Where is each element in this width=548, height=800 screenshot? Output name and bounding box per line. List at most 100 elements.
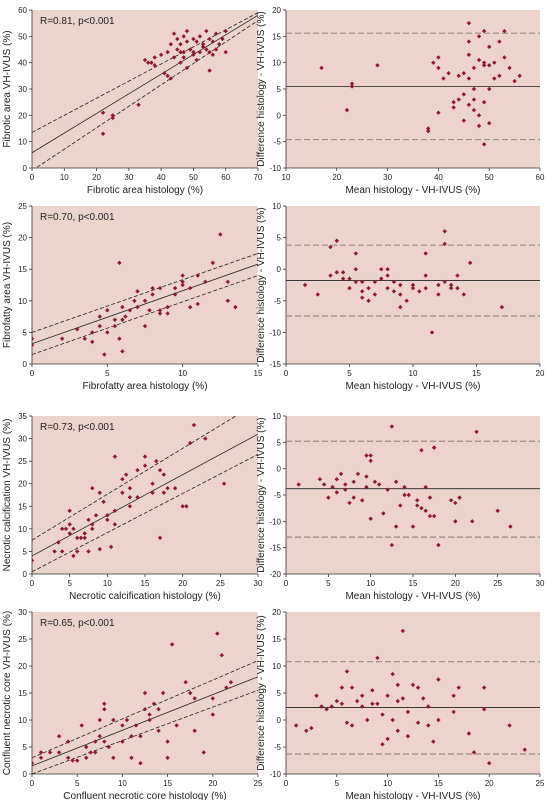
data-point [59, 336, 65, 341]
y-axis-label: Difference histology - VH-IVUS (%) [256, 207, 267, 362]
data-point [385, 736, 390, 742]
regression-line [32, 14, 258, 154]
data-point [120, 490, 125, 495]
y-tick-label: 5 [23, 743, 28, 752]
y-tick-label: 10 [272, 202, 281, 211]
data-point [385, 273, 390, 278]
y-tick-label: 20 [272, 608, 281, 617]
data-point [157, 467, 163, 473]
y-tick-label: -5 [274, 297, 282, 306]
data-point [364, 453, 369, 458]
data-point [436, 677, 441, 682]
data-point [191, 36, 196, 42]
data-point [97, 490, 102, 495]
confidence-upper-line [32, 12, 258, 133]
data-point [184, 65, 190, 71]
data-point [207, 36, 212, 42]
y-tick-label: 10 [18, 297, 27, 306]
data-point [334, 490, 339, 495]
data-point [351, 495, 356, 500]
data-point [365, 717, 370, 723]
data-point [146, 60, 151, 65]
x-tick-label: 30 [124, 173, 133, 182]
data-point [360, 279, 365, 285]
data-point [108, 544, 114, 550]
y-tick-label: -5 [274, 491, 282, 500]
data-point [142, 298, 148, 303]
panel-fibrofatty-bland-altman: 0 5 10 15 20 -15 -10 -5 0 5 10 Mean histology - VH-… [256, 202, 545, 392]
data-point [105, 308, 110, 313]
data-point [188, 690, 193, 696]
x-tick-label: 20 [451, 579, 460, 588]
x-tick-label: 15 [254, 369, 263, 378]
data-point [112, 508, 118, 513]
y-tick-label: 30 [18, 435, 27, 444]
data-point [415, 503, 420, 508]
data-point [210, 712, 215, 717]
data-point [172, 285, 178, 291]
data-point [165, 755, 170, 760]
data-point [442, 241, 447, 247]
data-point [93, 513, 99, 518]
data-point [175, 36, 180, 42]
y-tick-label: 25 [18, 635, 27, 644]
y-tick-label: 5 [277, 85, 282, 94]
data-point [223, 49, 228, 55]
data-point [405, 734, 411, 739]
data-point [84, 744, 89, 750]
data-point [180, 504, 185, 509]
data-point [181, 55, 186, 60]
data-point [476, 34, 482, 39]
data-point [389, 424, 395, 429]
data-point [366, 285, 371, 291]
data-point [481, 63, 487, 68]
data-point [487, 761, 492, 766]
data-point [47, 750, 53, 755]
y-tick-label: 60 [18, 6, 27, 15]
data-point [495, 508, 500, 513]
y-tick-label: 25 [18, 457, 27, 466]
data-point [127, 495, 133, 500]
data-point [471, 750, 477, 755]
y-tick-label: 20 [272, 6, 281, 15]
data-point [442, 279, 447, 285]
y-tick-label: 10 [18, 716, 27, 725]
data-point [375, 655, 380, 661]
panel-confluent-core-correlation: 0 5 10 15 20 25 0 5 10 15 20 25 30 Confluent necrotic… [2, 608, 263, 800]
data-point [423, 285, 428, 291]
data-point [317, 477, 323, 482]
data-point [142, 57, 148, 63]
data-point [223, 28, 228, 34]
data-point [112, 522, 118, 527]
x-axis-label: Mean histology - VH-IVUS (%) [345, 791, 480, 800]
data-point [431, 739, 436, 744]
data-point [102, 701, 107, 706]
data-point [419, 505, 424, 511]
data-point [75, 535, 80, 541]
x-tick-label: 0 [30, 173, 35, 182]
y-tick-label: 50 [18, 32, 27, 41]
data-point [88, 750, 93, 755]
data-point [82, 535, 87, 541]
data-point [112, 317, 118, 322]
x-tick-label: 70 [254, 173, 263, 182]
y-axis-label: Necrotic calcification VH-IVUS (%) [2, 419, 13, 572]
data-point [385, 267, 390, 272]
data-point [481, 142, 487, 147]
data-point [340, 276, 346, 281]
data-point [366, 298, 371, 303]
y-tick-label: 10 [272, 59, 281, 68]
data-point [451, 709, 456, 715]
data-point [429, 330, 435, 335]
data-point [150, 481, 155, 486]
data-point [451, 693, 456, 698]
x-axis-label: Mean histology - VH-IVUS (%) [345, 185, 480, 196]
data-point [168, 76, 174, 81]
data-point [423, 508, 428, 513]
data-point [457, 495, 462, 500]
data-point [97, 323, 102, 329]
data-point [32, 761, 35, 766]
regression-line [32, 676, 258, 767]
data-point [188, 47, 193, 52]
plot-area [286, 20, 540, 147]
